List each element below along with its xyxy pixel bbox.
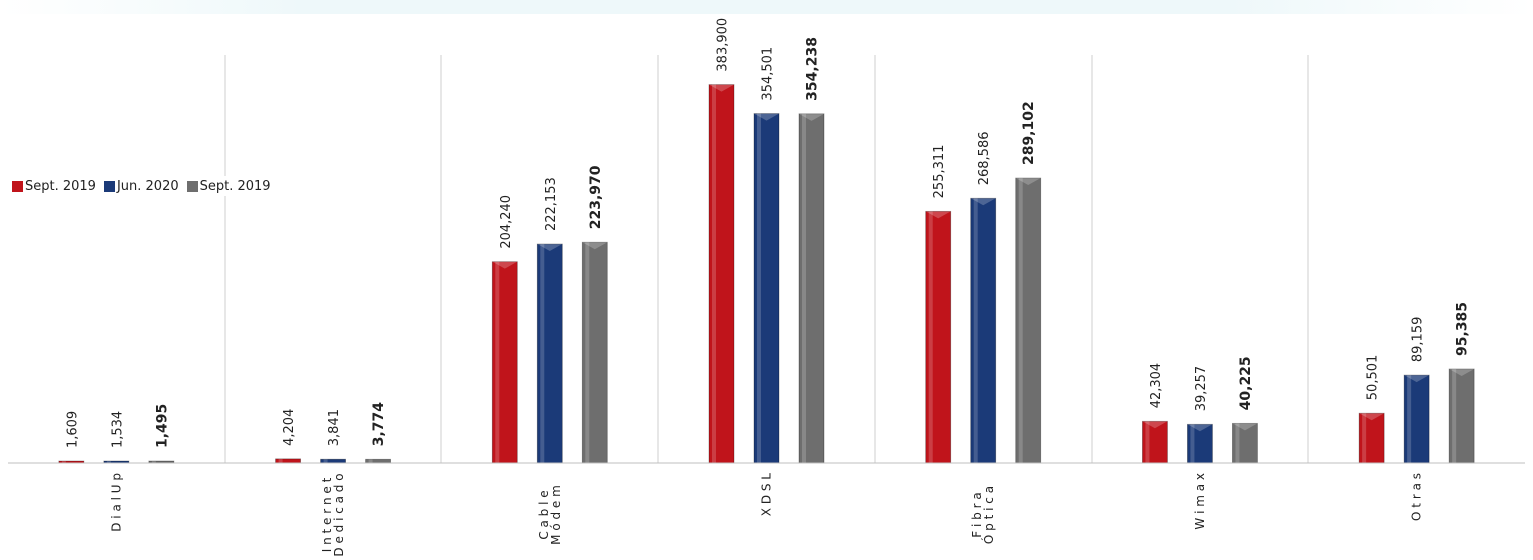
legend-swatch-series-2 [103,180,115,192]
bar-bevel [970,198,996,206]
data-labels: 1,609 1,534 1,495 4,204 3,841 3,774 204,240 222… [65,18,1470,448]
bar [1015,177,1042,464]
legend-label-series-2: Jun. 2020 [116,178,179,194]
data-label: 1,495 [154,404,170,448]
x-axis-tick-labels: D i a l U p I n t e r n e tD e d i c a d … [109,473,1423,557]
bar-bevel [537,244,563,252]
bar-bevel [799,113,824,121]
data-label: 89,159 [1411,317,1426,363]
bar [1403,374,1430,464]
data-label: 289,102 [1021,101,1037,165]
category-dividers [224,55,1309,463]
data-label: 383,900 [716,18,731,72]
bar-highlight [368,459,373,463]
data-label: 1,534 [110,411,125,448]
bar-highlight [151,461,156,463]
x-tick-label: O t r a s [1410,473,1424,521]
data-label: 1,609 [65,411,80,448]
bar-highlight [973,198,978,463]
x-tick-label: W i m a x [1193,473,1207,530]
data-label: 50,501 [1366,355,1381,401]
x-tick-label: M ó d e m [549,485,563,545]
bar-bevel [1449,368,1475,376]
bar [798,113,825,464]
legend-item-series-3: Sept. 2019 [186,178,271,194]
bar-highlight [1407,375,1412,463]
bar-highlight [1190,424,1195,463]
data-label: 354,501 [761,47,776,101]
bar-highlight [1235,423,1240,463]
bar [1358,412,1385,464]
bar-highlight [802,113,806,463]
x-tick-label: Ó p t i c a [981,486,996,544]
bar-highlight [1362,413,1367,463]
x-tick-label: X D S L [760,473,774,517]
bar-bevel [582,242,608,250]
data-label: 223,970 [588,165,604,229]
data-label: 3,841 [327,409,342,446]
data-label: 3,774 [371,402,387,447]
data-label: 255,311 [932,145,947,199]
x-tick-label: I n t e r n e t [320,477,334,552]
bar [1448,368,1475,464]
legend-item-series-2: Jun. 2020 [103,178,179,194]
bar-bevel [1359,413,1385,421]
bar-bevel [492,261,518,269]
legend-swatch-series-3 [186,180,198,192]
legend-swatch-series-1 [12,180,23,192]
background-decoration [0,0,1533,14]
bar-highlight [106,461,111,463]
bar-highlight [712,84,716,463]
bar [970,197,997,464]
x-tick-label: C a b l e [537,490,551,539]
bar [581,241,608,464]
bar [1142,420,1168,464]
bar-bevel [754,113,779,121]
data-label: 204,240 [499,195,514,249]
bar [708,84,735,464]
legend: Sept. 2019 Jun. 2020 Sept. 2019 [10,176,273,196]
data-label: 354,238 [805,37,821,101]
bar-bevel [1232,423,1258,431]
legend-item-series-1: Sept. 2019 [12,179,96,194]
data-label: 268,586 [977,131,992,185]
x-tick-label: F i b r a [970,492,984,537]
x-tick-label: D e d i c a d o [332,473,346,556]
bar-bevel [1142,421,1168,429]
bar-bevel [709,84,734,92]
bar-highlight [1145,421,1150,463]
bar-highlight [540,244,545,463]
bars [58,84,1475,464]
bar-highlight [1452,368,1457,463]
bar-highlight [757,113,761,464]
bar [536,243,563,464]
bar [491,261,518,464]
legend-label-series-3: Sept. 2019 [199,178,271,194]
bar-bevel [925,211,951,219]
bar-highlight [495,261,500,463]
data-label: 95,385 [1455,302,1471,356]
bar [1232,422,1258,464]
bar-highlight [1018,178,1023,464]
bar-highlight [323,459,328,463]
bar-bevel [1404,375,1430,383]
data-label: 222,153 [544,177,559,231]
data-label: 40,225 [1238,356,1254,410]
bar [925,210,952,464]
legend-label-series-1: Sept. 2019 [25,178,96,194]
bar-highlight [278,458,283,463]
bar-bevel [1187,424,1213,432]
bar-bevel [1015,178,1041,186]
bar [753,113,780,464]
data-label: 42,304 [1149,363,1164,409]
data-label: 39,257 [1194,366,1209,412]
x-tick-label: D i a l U p [109,473,123,532]
bar-highlight [585,242,590,463]
data-label: 4,204 [282,409,297,446]
bar-highlight [61,461,66,463]
bar-highlight [928,211,933,463]
